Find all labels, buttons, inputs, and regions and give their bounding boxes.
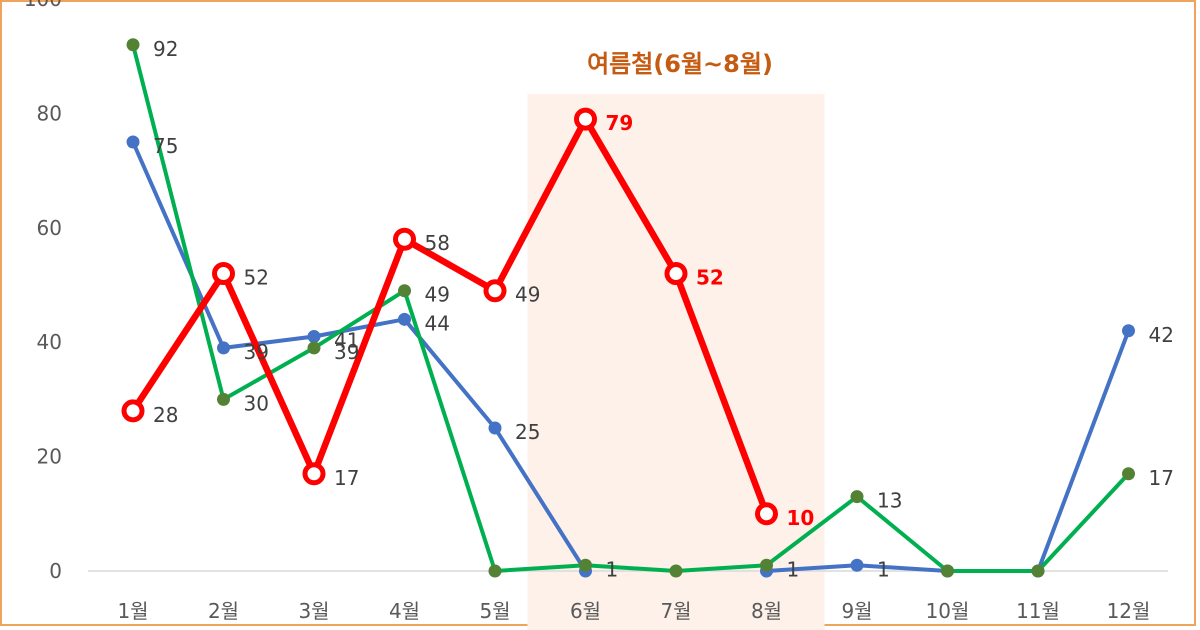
data-label: 39 [244,340,269,364]
blue-point [398,312,411,326]
x-tick-label: 7월 [660,599,691,623]
red-point [574,107,597,131]
blue-point [307,329,321,343]
data-label: 1 [787,557,800,581]
x-tick-label: 6월 [570,599,601,623]
y-tick-label: 0 [49,559,62,583]
series-group [121,38,1135,578]
red-point [755,502,778,526]
data-label: 13 [877,489,902,513]
data-label: 1 [606,557,619,581]
y-tick-label: 60 [37,216,62,240]
data-label: 39 [334,340,359,364]
x-tick-label: 8월 [751,599,782,623]
x-tick-label: 9월 [841,599,872,623]
green-point [1031,564,1045,578]
data-label: 58 [425,231,450,255]
y-axis-ticks: 0 20 40 60 80 100 [24,0,62,583]
green-point [488,564,502,578]
series-line-red [129,115,770,518]
data-label: 49 [515,283,540,307]
green-point [307,341,321,355]
y-tick-label: 20 [37,445,62,469]
data-label: 79 [606,111,634,135]
x-tick-label: 11월 [1016,599,1060,623]
data-label: 75 [153,134,178,158]
blue-point [217,341,230,355]
red-point [393,227,416,251]
x-tick-label: 3월 [298,599,329,623]
green-point [126,38,140,52]
y-tick-label: 40 [37,330,62,354]
green-point [398,284,411,298]
blue-point [126,135,140,149]
green-point [1122,467,1135,481]
green-point [850,490,864,504]
data-label: 49 [425,283,450,307]
data-label: 17 [1149,466,1174,490]
red-point [483,279,507,303]
x-tick-label: 12월 [1107,599,1151,623]
green-point [669,564,683,578]
red-point [212,262,235,286]
blue-point [488,421,502,435]
summer-highlight-band [527,94,825,630]
data-label: 30 [244,391,269,415]
blue-point [1122,324,1135,338]
data-label: 42 [1149,323,1174,347]
blue-point [850,558,864,572]
data-label: 25 [515,420,540,444]
green-point [217,392,230,406]
y-tick-label: 80 [37,101,62,125]
data-label: 28 [153,403,178,427]
data-label: 52 [244,266,269,290]
green-point [579,558,592,572]
series-line-green [131,42,1131,573]
green-point [760,558,773,572]
data-label: 10 [787,506,815,530]
y-tick-label: 100 [24,0,62,11]
data-label: 1 [877,557,890,581]
x-tick-label: 5월 [479,599,510,623]
series-line-blue [131,140,588,573]
summer-annotation: 여름철(6월~8월) [587,50,773,78]
red-point [664,262,688,286]
x-tick-label: 2월 [208,599,239,623]
data-label: 17 [334,466,359,490]
red-point [121,399,145,423]
data-label: 44 [425,311,450,335]
data-label: 92 [153,37,178,61]
x-axis-ticks: 1월 2월 3월 4월 5월 6월 7월 8월 9월 10월 11월 12월 [117,599,1150,623]
x-tick-label: 4월 [389,599,420,623]
data-label: 52 [696,266,724,290]
x-tick-label: 1월 [117,599,148,623]
data-label: 41 [334,328,359,352]
x-tick-label: 10월 [926,599,970,623]
red-point [302,462,326,486]
green-point [941,564,954,578]
